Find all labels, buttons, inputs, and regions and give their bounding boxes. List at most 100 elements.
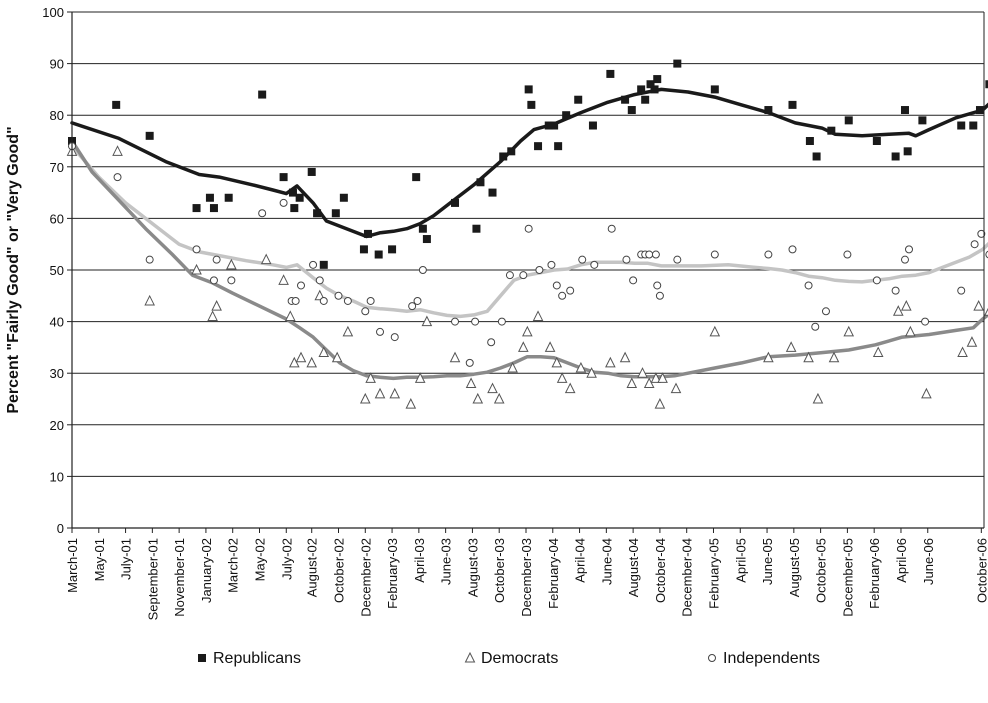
independents-point bbox=[970, 240, 979, 249]
y-axis-ticks: 0 10 20 30 40 50 60 70 80 90 100 bbox=[42, 5, 72, 536]
republicans-point bbox=[451, 198, 460, 207]
democrats-point bbox=[785, 341, 797, 352]
x-tick-label: May-02 bbox=[252, 538, 267, 581]
y-tick-label: 30 bbox=[50, 366, 64, 381]
republicans-point bbox=[805, 137, 814, 145]
democrats-point bbox=[532, 310, 544, 321]
x-tick-label: October-02 bbox=[332, 538, 347, 603]
independents-point bbox=[334, 291, 343, 300]
y-tick-label: 70 bbox=[50, 160, 64, 175]
democrats-point bbox=[211, 300, 222, 311]
republicans-point bbox=[985, 80, 988, 89]
republicans-point bbox=[574, 95, 583, 104]
democrats-point bbox=[812, 392, 824, 404]
republicans-point bbox=[422, 235, 431, 244]
democrats-point bbox=[670, 382, 682, 394]
republicans-point bbox=[295, 193, 304, 202]
democrats-point bbox=[421, 315, 433, 327]
independents-point bbox=[212, 255, 221, 264]
republicans-point bbox=[488, 188, 497, 197]
independents-point bbox=[279, 198, 288, 207]
independents-point bbox=[764, 250, 773, 259]
democrats-point bbox=[191, 263, 202, 275]
democrats-point bbox=[278, 274, 289, 285]
independents-point bbox=[451, 317, 460, 326]
independents-point bbox=[465, 358, 474, 367]
republicans-point bbox=[290, 204, 299, 213]
x-tick-label: October-06 bbox=[974, 538, 988, 603]
republicans-point bbox=[710, 85, 719, 94]
republicans-point bbox=[307, 167, 316, 176]
republicans-point bbox=[388, 245, 397, 254]
independents-point bbox=[361, 307, 370, 316]
republicans-point bbox=[621, 95, 630, 104]
democrats-point bbox=[650, 372, 662, 383]
independents-point bbox=[209, 276, 218, 285]
democrats-point bbox=[226, 258, 237, 270]
independents-point bbox=[811, 322, 820, 331]
republicans-trend-line bbox=[70, 87, 988, 239]
independents-point bbox=[629, 276, 638, 285]
legend-independents-marker bbox=[708, 654, 716, 662]
x-tick-label: June-03 bbox=[439, 538, 454, 585]
democrats-point bbox=[892, 305, 904, 316]
democrats-point bbox=[544, 341, 556, 352]
independents-point bbox=[622, 255, 631, 264]
x-tick-label: June-05 bbox=[760, 538, 775, 585]
x-tick-label: April-06 bbox=[894, 538, 909, 583]
y-tick-label: 40 bbox=[50, 315, 64, 330]
x-tick-label: August-02 bbox=[305, 538, 320, 597]
republicans-point bbox=[844, 116, 853, 125]
independents-point bbox=[113, 173, 122, 182]
democrats-point bbox=[405, 398, 417, 409]
x-tick-label: October-05 bbox=[814, 538, 829, 603]
x-tick-label: July-01 bbox=[119, 538, 134, 580]
republicans-point bbox=[412, 173, 421, 182]
republicans-point bbox=[957, 121, 966, 130]
independents-point bbox=[366, 296, 375, 305]
republicans-point bbox=[641, 95, 650, 104]
democrats-point bbox=[465, 377, 477, 389]
democrats-point bbox=[643, 377, 655, 389]
republicans-point bbox=[588, 121, 597, 130]
independents-point bbox=[566, 286, 575, 295]
x-tick-label: August-04 bbox=[626, 538, 641, 597]
y-tick-label: 90 bbox=[50, 57, 64, 72]
legend-republicans-label: Republicans bbox=[213, 650, 301, 667]
independents-point bbox=[804, 281, 813, 290]
democrats-point bbox=[318, 346, 330, 358]
democrats-trend-line bbox=[70, 139, 988, 381]
independents-point bbox=[788, 245, 797, 254]
republicans-point bbox=[650, 85, 659, 94]
independents-point bbox=[309, 260, 318, 269]
independents-point bbox=[519, 271, 528, 280]
democrats-point bbox=[331, 351, 343, 363]
independents-point bbox=[376, 327, 385, 336]
independents-point bbox=[905, 245, 914, 254]
republicans-point bbox=[499, 152, 508, 161]
democrats-point bbox=[966, 336, 978, 347]
republicans-point bbox=[872, 137, 881, 145]
x-tick-label: August-03 bbox=[465, 538, 480, 597]
republicans-point bbox=[224, 193, 233, 202]
x-tick-label: December-05 bbox=[840, 538, 855, 617]
democrats-point bbox=[619, 351, 631, 363]
legend-independents-label: Independents bbox=[723, 650, 820, 667]
democrats-point bbox=[518, 341, 529, 352]
democrats-point bbox=[586, 367, 597, 378]
data-markers bbox=[66, 59, 988, 409]
independents-point bbox=[645, 250, 654, 259]
x-tick-label: February-04 bbox=[546, 538, 561, 609]
x-tick-label: April-05 bbox=[733, 538, 748, 583]
x-tick-label: February-05 bbox=[706, 538, 721, 609]
republicans-point bbox=[903, 147, 912, 156]
independents-point bbox=[418, 266, 427, 274]
independents-point bbox=[471, 317, 480, 326]
x-tick-label: March-02 bbox=[226, 538, 241, 593]
independents-point bbox=[413, 296, 422, 305]
democrats-point bbox=[905, 325, 916, 337]
y-tick-label: 0 bbox=[57, 521, 64, 536]
independents-point bbox=[653, 281, 662, 290]
x-tick-label: October-04 bbox=[653, 538, 668, 603]
republicans-point bbox=[524, 85, 533, 94]
